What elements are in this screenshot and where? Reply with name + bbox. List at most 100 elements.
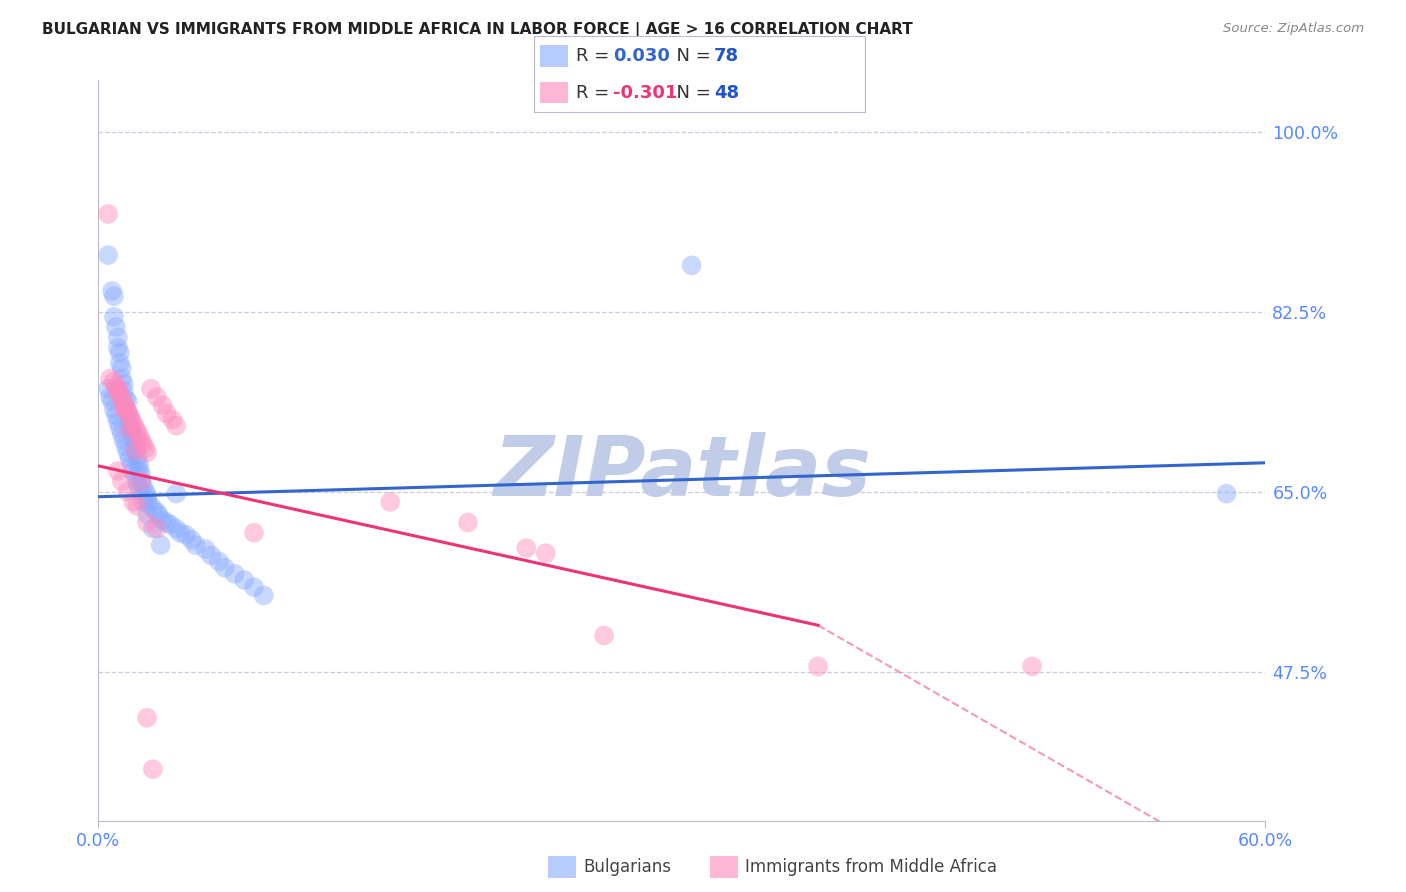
Point — [117, 404, 139, 418]
Point — [108, 356, 131, 370]
Point — [112, 384, 135, 398]
Text: N =: N = — [665, 47, 717, 65]
Point — [243, 525, 266, 540]
Point — [127, 499, 149, 513]
Point — [152, 398, 174, 412]
Point — [107, 464, 129, 478]
Point — [132, 437, 155, 451]
Point — [149, 538, 172, 552]
Point — [108, 345, 131, 359]
Point — [534, 546, 557, 560]
Point — [136, 492, 159, 507]
Text: Immigrants from Middle Africa: Immigrants from Middle Africa — [745, 858, 997, 876]
Point — [165, 522, 187, 536]
Point — [124, 443, 146, 458]
Point — [98, 371, 121, 385]
Point — [118, 451, 141, 466]
Text: Source: ZipAtlas.com: Source: ZipAtlas.com — [1223, 22, 1364, 36]
Text: 0.030: 0.030 — [613, 47, 669, 65]
Point — [208, 555, 231, 569]
Point — [107, 384, 129, 398]
Point — [121, 412, 143, 426]
Point — [129, 475, 152, 489]
Point — [129, 433, 152, 447]
Point — [111, 427, 134, 442]
Point — [107, 341, 129, 355]
Point — [111, 371, 134, 385]
Point — [128, 458, 150, 472]
Point — [134, 484, 156, 499]
Text: R =: R = — [576, 47, 616, 65]
Point — [681, 259, 703, 273]
Text: R =: R = — [576, 84, 616, 102]
Point — [152, 513, 174, 527]
Point — [136, 445, 159, 459]
Point — [174, 528, 197, 542]
Point — [104, 409, 127, 423]
Point — [117, 404, 139, 418]
Point — [122, 464, 145, 478]
Point — [111, 361, 134, 376]
Point — [117, 484, 139, 499]
Point — [124, 437, 146, 451]
Point — [103, 310, 125, 324]
Point — [124, 421, 146, 435]
Point — [101, 284, 124, 298]
Point — [233, 573, 256, 587]
Point — [155, 516, 177, 530]
Point — [101, 394, 124, 409]
Point — [129, 475, 152, 489]
Point — [117, 445, 139, 459]
Point — [138, 497, 160, 511]
Point — [118, 423, 141, 437]
Point — [807, 659, 830, 673]
Point — [107, 415, 129, 429]
Point — [108, 388, 131, 402]
Point — [124, 443, 146, 458]
Point — [593, 628, 616, 642]
Point — [224, 566, 246, 581]
Text: ZIPatlas: ZIPatlas — [494, 432, 870, 513]
Text: BULGARIAN VS IMMIGRANTS FROM MIDDLE AFRICA IN LABOR FORCE | AGE > 16 CORRELATION: BULGARIAN VS IMMIGRANTS FROM MIDDLE AFRI… — [42, 22, 912, 38]
Text: -0.301: -0.301 — [613, 84, 678, 102]
Point — [112, 396, 135, 410]
Point — [146, 505, 169, 519]
Point — [155, 407, 177, 421]
Point — [124, 470, 146, 484]
Point — [114, 401, 136, 415]
Point — [122, 428, 145, 442]
Point — [142, 501, 165, 516]
Point — [108, 421, 131, 435]
Text: 78: 78 — [714, 47, 740, 65]
Point — [148, 508, 170, 523]
Point — [136, 711, 159, 725]
Point — [378, 495, 402, 509]
Point — [97, 382, 120, 396]
Point — [1215, 486, 1237, 500]
Point — [146, 522, 169, 536]
Point — [114, 392, 136, 406]
Point — [139, 382, 162, 396]
Point — [194, 542, 217, 557]
Point — [132, 495, 155, 509]
Point — [515, 541, 537, 556]
Point — [243, 580, 266, 594]
Point — [165, 418, 187, 433]
Point — [184, 538, 207, 552]
Point — [118, 417, 141, 432]
Point — [111, 392, 134, 406]
Point — [142, 762, 165, 776]
Point — [127, 425, 149, 439]
Point — [142, 522, 165, 536]
Point — [159, 517, 181, 532]
Point — [136, 488, 159, 502]
Point — [118, 409, 141, 423]
Point — [112, 376, 135, 391]
Point — [200, 549, 222, 563]
Point — [127, 476, 149, 491]
Point — [112, 402, 135, 417]
Text: Bulgarians: Bulgarians — [583, 858, 672, 876]
Point — [162, 412, 184, 426]
Point — [103, 375, 125, 389]
Point — [128, 483, 150, 497]
